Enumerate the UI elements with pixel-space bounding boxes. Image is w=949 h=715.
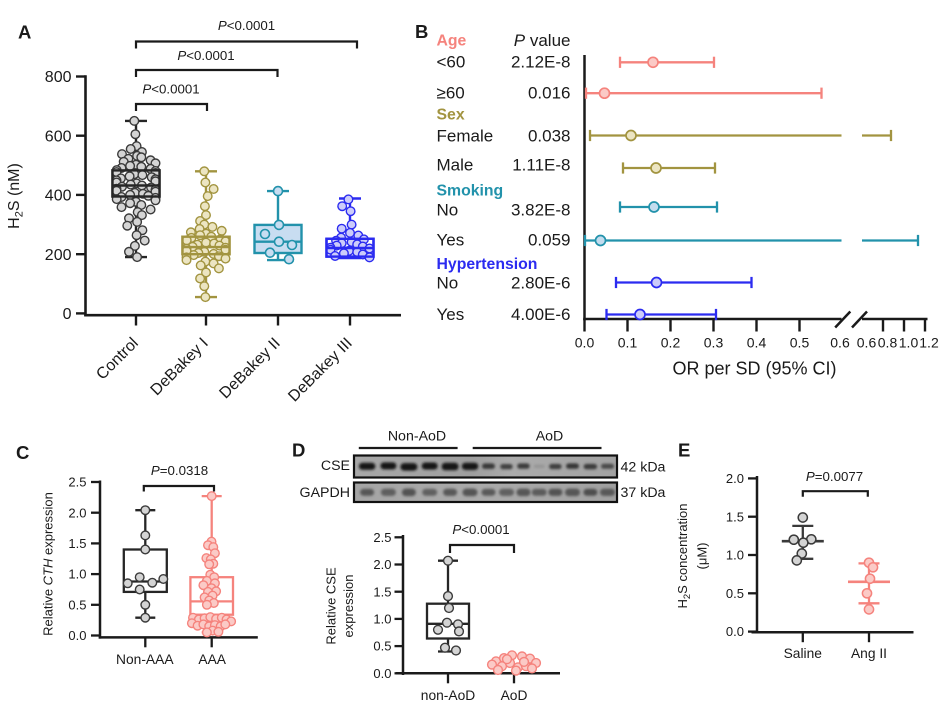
svg-text:1.0: 1.0 [899, 335, 919, 351]
svg-text:0.0: 0.0 [726, 624, 744, 639]
svg-text:expression: expression [341, 575, 356, 638]
svg-text:No: No [437, 274, 459, 293]
svg-text:(μM): (μM) [695, 543, 710, 570]
svg-text:Non-AAA: Non-AAA [116, 652, 174, 667]
svg-text:2.0: 2.0 [68, 505, 86, 520]
svg-text:Hypertension: Hypertension [437, 256, 538, 273]
svg-text:42 kDa: 42 kDa [621, 460, 666, 476]
svg-text:3.82E-8: 3.82E-8 [511, 201, 571, 220]
svg-text:P=0.0077: P=0.0077 [806, 469, 863, 484]
svg-text:Relative CSE: Relative CSE [324, 567, 339, 645]
svg-text:0.0: 0.0 [68, 628, 86, 643]
svg-text:C: C [16, 442, 29, 463]
svg-text:0.5: 0.5 [726, 586, 744, 601]
svg-text:1.5: 1.5 [68, 536, 86, 551]
svg-text:0.5: 0.5 [373, 639, 391, 654]
svg-text:0.5: 0.5 [790, 335, 810, 351]
svg-text:2.0: 2.0 [373, 557, 391, 572]
svg-text:A: A [18, 22, 31, 43]
svg-text:0.0: 0.0 [373, 666, 391, 681]
svg-text:Female: Female [437, 127, 494, 146]
svg-text:0.0: 0.0 [575, 335, 595, 351]
svg-text:H2S concentration: H2S concentration [675, 503, 693, 608]
svg-text:2.12E-8: 2.12E-8 [511, 53, 571, 72]
svg-text:CSE: CSE [321, 458, 350, 474]
svg-text:AAA: AAA [198, 652, 226, 667]
svg-text:Sex: Sex [437, 107, 465, 124]
svg-text:Yes: Yes [437, 231, 465, 250]
svg-text:4.00E-6: 4.00E-6 [511, 305, 571, 324]
svg-text:0.8: 0.8 [878, 335, 898, 351]
svg-text:1.0: 1.0 [726, 548, 744, 563]
svg-text:non-AoD: non-AoD [421, 688, 475, 703]
svg-text:0.4: 0.4 [747, 335, 767, 351]
svg-text:1.5: 1.5 [726, 509, 744, 524]
svg-text:Yes: Yes [437, 305, 465, 324]
svg-text:Relative CTH expression: Relative CTH expression [41, 492, 56, 636]
svg-text:Ang II: Ang II [851, 646, 887, 661]
svg-text:0.016: 0.016 [528, 84, 571, 103]
svg-text:Saline: Saline [784, 646, 823, 661]
svg-text:OR per SD (95% CI): OR per SD (95% CI) [672, 359, 836, 379]
svg-text:800: 800 [45, 69, 72, 86]
svg-text:1.11E-8: 1.11E-8 [512, 156, 570, 175]
svg-text:Age: Age [437, 33, 467, 50]
svg-text:Smoking: Smoking [437, 183, 504, 200]
svg-text:2.80E-6: 2.80E-6 [511, 274, 571, 293]
svg-text:D: D [292, 440, 305, 461]
svg-text:0.6: 0.6 [857, 335, 877, 351]
svg-text:AoD: AoD [501, 688, 528, 703]
svg-text:1.2: 1.2 [919, 335, 939, 351]
svg-text:P value: P value [514, 31, 571, 50]
svg-text:2.0: 2.0 [726, 471, 744, 486]
svg-text:Male: Male [437, 156, 474, 175]
svg-text:200: 200 [45, 247, 72, 264]
svg-text:0.038: 0.038 [528, 127, 571, 146]
svg-text:0.1: 0.1 [618, 335, 638, 351]
svg-text:<60: <60 [437, 53, 466, 72]
svg-text:≥60: ≥60 [437, 84, 465, 103]
svg-text:No: No [437, 201, 459, 220]
svg-text:E: E [678, 440, 690, 461]
svg-text:0.059: 0.059 [528, 231, 571, 250]
svg-text:P=0.0318: P=0.0318 [151, 463, 208, 478]
svg-text:0: 0 [63, 306, 72, 323]
svg-text:600: 600 [45, 128, 72, 145]
svg-text:0.6: 0.6 [830, 335, 850, 351]
svg-text:H2S (nM): H2S (nM) [6, 163, 26, 229]
svg-text:P<0.0001: P<0.0001 [452, 522, 509, 537]
svg-text:B: B [415, 21, 428, 42]
svg-text:1.0: 1.0 [68, 567, 86, 582]
svg-text:0.2: 0.2 [661, 335, 681, 351]
svg-text:0.5: 0.5 [68, 597, 86, 612]
svg-text:P<0.0001: P<0.0001 [177, 48, 234, 63]
svg-text:P<0.0001: P<0.0001 [218, 18, 275, 33]
svg-text:1.0: 1.0 [373, 612, 391, 627]
svg-text:2.5: 2.5 [373, 530, 391, 545]
svg-text:1.5: 1.5 [373, 584, 391, 599]
svg-text:AoD: AoD [536, 429, 564, 445]
svg-text:GAPDH: GAPDH [300, 485, 350, 501]
svg-text:Non-AoD: Non-AoD [388, 429, 446, 445]
svg-text:37 kDa: 37 kDa [621, 485, 666, 501]
svg-text:P<0.0001: P<0.0001 [142, 82, 199, 97]
svg-text:2.5: 2.5 [68, 475, 86, 490]
svg-text:400: 400 [45, 188, 72, 205]
svg-text:0.3: 0.3 [704, 335, 724, 351]
